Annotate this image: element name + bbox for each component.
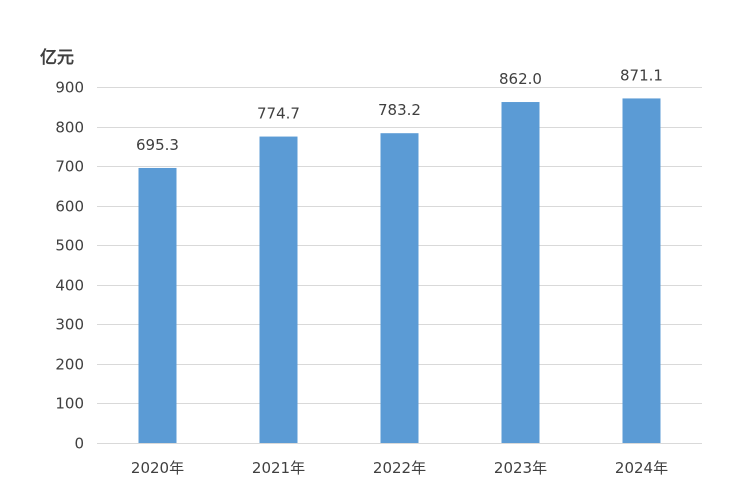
y-tick-label: 800	[55, 119, 84, 137]
x-tick-label: 2020年	[131, 459, 184, 477]
bar-value-label: 774.7	[257, 105, 300, 123]
y-tick-label: 700	[55, 158, 84, 176]
x-tick-label: 2022年	[373, 459, 426, 477]
data-labels: 695.3 774.7 783.2 862.0 871.1	[136, 66, 663, 154]
y-tick-label: 600	[55, 198, 84, 216]
bar	[622, 98, 661, 444]
bar	[380, 133, 419, 444]
bars	[138, 98, 661, 444]
bar-value-label: 695.3	[136, 136, 179, 154]
y-tick-label: 300	[55, 316, 84, 334]
y-tick-label: 100	[55, 395, 84, 413]
x-tick-label: 2021年	[252, 459, 305, 477]
bar-value-label: 783.2	[378, 101, 421, 119]
x-tick-label: 2024年	[615, 459, 668, 477]
y-axis-ticks: 0 100 200 300 400 500 600 700 800 900	[55, 79, 84, 453]
bar	[501, 102, 540, 443]
bar-value-label: 871.1	[620, 66, 663, 84]
y-tick-label: 900	[55, 79, 84, 97]
y-tick-label: 400	[55, 277, 84, 295]
bar-value-label: 862.0	[499, 70, 542, 88]
y-axis-unit-label: 亿元	[40, 47, 74, 68]
y-tick-label: 200	[55, 356, 84, 374]
x-axis-ticks: 2020年 2021年 2022年 2023年 2024年	[131, 459, 668, 477]
y-tick-label: 500	[55, 237, 84, 255]
bar	[259, 136, 298, 443]
bar	[138, 167, 177, 443]
x-tick-label: 2023年	[494, 459, 547, 477]
y-tick-label: 0	[74, 435, 84, 453]
